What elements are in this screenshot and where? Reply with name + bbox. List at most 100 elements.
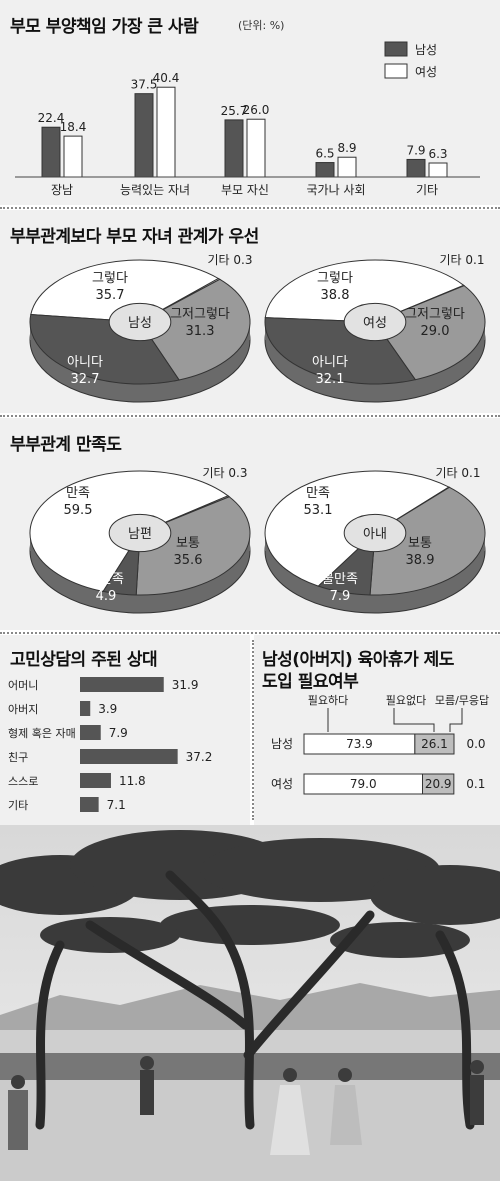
legend-swatch-male bbox=[384, 41, 408, 57]
segment-value-label: 0.1 bbox=[466, 777, 485, 791]
slice-label: 불만족 bbox=[322, 572, 358, 587]
donut-center-label: 남성 bbox=[128, 316, 152, 331]
segment-value-label: 79.0 bbox=[350, 777, 377, 791]
leave-chart-title-2: 도입 필요여부 bbox=[262, 672, 359, 692]
leader-line bbox=[449, 708, 463, 732]
segment-value-label: 0.0 bbox=[466, 737, 485, 751]
hbar-1 bbox=[80, 701, 91, 716]
slice-label: 기타 0.3 bbox=[203, 466, 248, 480]
slice-value: 4.9 bbox=[96, 589, 117, 604]
slice-value: 38.9 bbox=[406, 553, 435, 568]
slice-value: 29.0 bbox=[421, 324, 450, 339]
slice-label: 그렇다 bbox=[92, 271, 128, 286]
category-label: 스스로 bbox=[8, 775, 38, 788]
slice-value: 32.1 bbox=[316, 372, 345, 387]
bar-male-1 bbox=[134, 93, 154, 178]
satisfaction-chart-title: 부부관계 만족도 bbox=[10, 435, 122, 455]
category-label: 어머니 bbox=[8, 679, 38, 692]
bar-female-3 bbox=[337, 156, 357, 178]
legend-label-needed: 필요하다 bbox=[308, 693, 348, 707]
hbar-5 bbox=[80, 797, 99, 812]
bar-value-label: 6.3 bbox=[428, 147, 447, 161]
segment-value-label: 73.9 bbox=[346, 737, 373, 751]
category-label: 형제 혹은 자매 bbox=[8, 726, 76, 740]
category-label: 장남 bbox=[51, 183, 73, 197]
divider bbox=[0, 632, 500, 634]
bar-male-3 bbox=[315, 162, 335, 178]
bar-female-1 bbox=[156, 86, 176, 178]
hbar-4 bbox=[80, 773, 111, 788]
category-label: 친구 bbox=[8, 751, 28, 764]
legend-label-male: 남성 bbox=[415, 43, 437, 57]
slice-value: 31.3 bbox=[186, 324, 215, 339]
bar-value-label: 26.0 bbox=[243, 103, 270, 117]
bar-value-label: 7.9 bbox=[109, 726, 128, 740]
caregiver-unit: (단위: %) bbox=[238, 19, 285, 32]
slice-label: 그렇다 bbox=[317, 271, 353, 286]
bar-value-label: 7.1 bbox=[107, 798, 126, 812]
panel-counsel bbox=[0, 635, 250, 825]
pie-slice-2 bbox=[139, 278, 251, 381]
leader-line bbox=[393, 708, 435, 732]
donut-center-label: 남편 bbox=[128, 527, 152, 542]
bar-value-label: 37.5 bbox=[131, 78, 158, 92]
donut-hole bbox=[343, 513, 407, 553]
slice-value: 38.8 bbox=[321, 288, 350, 303]
bar-value-label: 40.4 bbox=[153, 71, 180, 85]
bar-value-label: 8.9 bbox=[337, 141, 356, 155]
bar-value-label: 7.9 bbox=[406, 143, 425, 157]
category-label: 아버지 bbox=[8, 703, 38, 716]
divider bbox=[0, 207, 500, 209]
slice-value: 53.1 bbox=[304, 503, 333, 518]
priority-pie-charts: 남성 그렇다 35.7 기타 0.3 그저그렇다 31.3 아니다 32.7 여성 그렇다 38.8… bbox=[29, 253, 486, 403]
priority-chart-title: 부부관계보다 부모 자녀 관계가 우선 bbox=[10, 227, 259, 247]
bar-value-label: 25.7 bbox=[221, 104, 248, 118]
tree-canopy bbox=[0, 830, 500, 958]
legend-swatch-female bbox=[384, 63, 408, 79]
slice-label: 그저그렇다 bbox=[170, 307, 230, 322]
bar-value-label: 3.9 bbox=[98, 702, 117, 716]
donut-hole bbox=[343, 302, 407, 342]
pie-slice-2 bbox=[135, 496, 251, 596]
divider bbox=[0, 415, 500, 417]
category-label: 기타 bbox=[8, 799, 28, 812]
category-label: 기타 bbox=[416, 183, 438, 197]
bar-value-label: 37.2 bbox=[186, 750, 213, 764]
leave-chart-title-1: 남성(아버지) 육아휴가 제도 bbox=[262, 650, 454, 670]
category-label: 능력있는 자녀 bbox=[120, 183, 190, 197]
satisfaction-pie-charts: 남편 만족 59.5 기타 0.3 보통 35.6 불만족 4.9 아내 만족 53.1 기타 0.1… bbox=[29, 466, 486, 614]
slice-value: 35.7 bbox=[96, 288, 125, 303]
bar-value-label: 18.4 bbox=[60, 120, 87, 134]
bar-male-0 bbox=[41, 126, 61, 178]
tree-trunks bbox=[35, 870, 475, 1130]
slice-label: 보통 bbox=[408, 536, 432, 551]
hbar-3 bbox=[80, 749, 178, 764]
bar-male-2 bbox=[224, 119, 244, 178]
stack-seg-1 bbox=[422, 773, 455, 795]
counsel-chart-title: 고민상담의 주된 상대 bbox=[10, 650, 158, 670]
slice-label: 기타 0.1 bbox=[440, 253, 485, 267]
bar-male-4 bbox=[406, 158, 426, 178]
pie-slice-2 bbox=[369, 486, 486, 596]
slice-label: 기타 0.1 bbox=[436, 466, 481, 480]
category-label: 남성 bbox=[271, 737, 293, 751]
donut-hole bbox=[108, 513, 172, 553]
divider-vertical bbox=[252, 640, 254, 820]
category-label: 국가나 사회 bbox=[306, 183, 365, 197]
bar-value-label: 31.9 bbox=[172, 678, 199, 692]
hbar-0 bbox=[80, 677, 164, 692]
bar-female-4 bbox=[428, 162, 448, 178]
slice-value: 59.5 bbox=[64, 503, 93, 518]
bar-value-label: 11.8 bbox=[119, 774, 146, 788]
slice-label: 만족 bbox=[66, 486, 90, 501]
counsel-bar-chart: 어머니 31.9 아버지 3.9 형제 혹은 자매 7.9 친구 37.2 스스로 11.8 기타 7… bbox=[8, 677, 213, 812]
bar-value-label: 22.4 bbox=[38, 111, 65, 125]
photo-park-scene bbox=[0, 825, 500, 1181]
segment-value-label: 20.9 bbox=[425, 777, 452, 791]
donut-center-label: 아내 bbox=[363, 527, 387, 542]
bar-female-0 bbox=[63, 135, 83, 178]
slice-value: 32.7 bbox=[71, 372, 100, 387]
